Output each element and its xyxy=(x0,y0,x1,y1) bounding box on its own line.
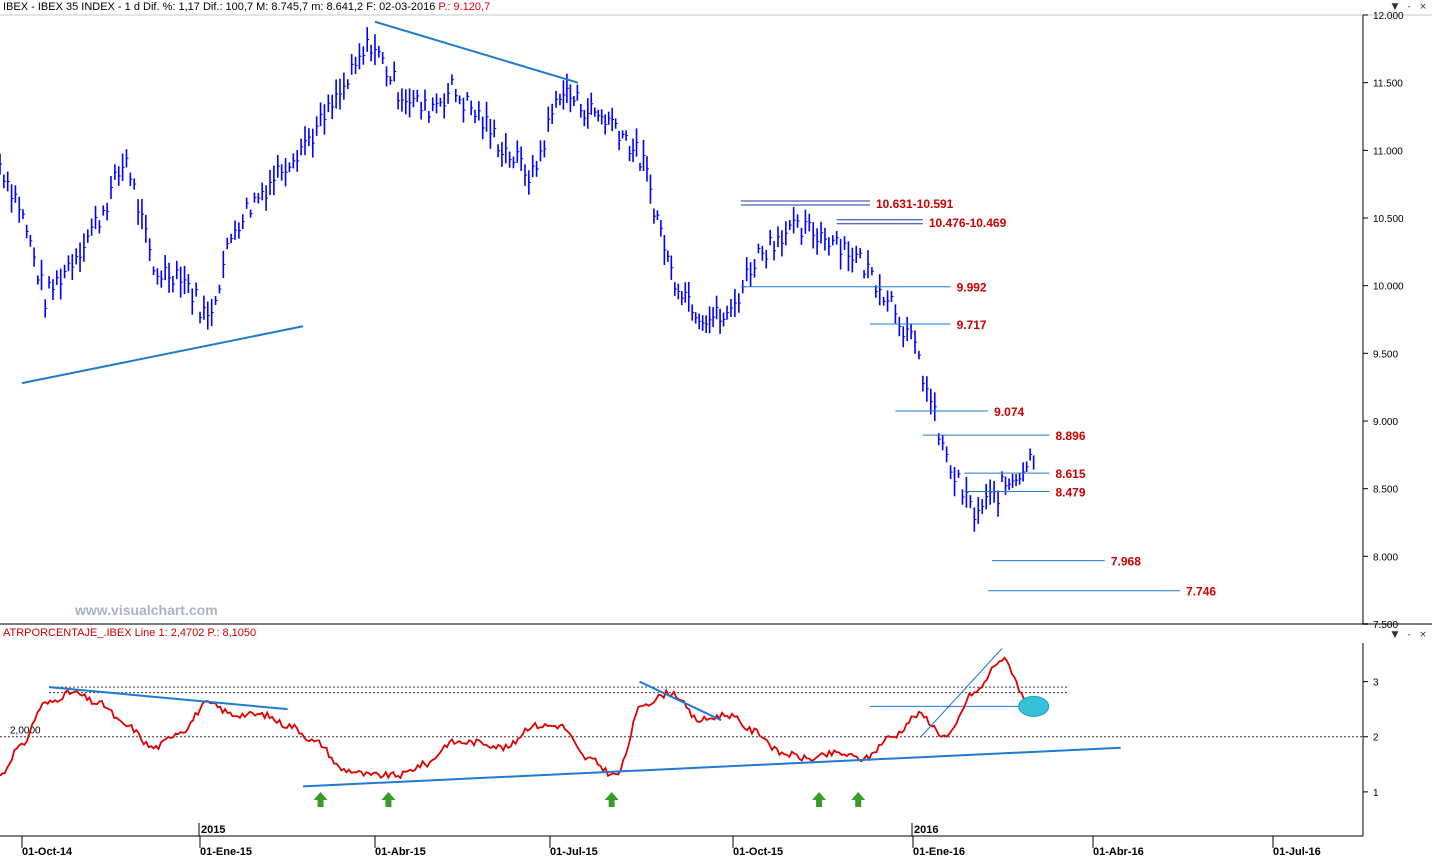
indicator-ref-label: 2,0000 xyxy=(10,726,41,737)
indicator-y-tick-label: 2 xyxy=(1373,733,1379,744)
year-label: 2015 xyxy=(201,824,225,836)
price-header-dif: Dif.: 100,7 xyxy=(202,1,254,13)
price-y-tick-label: 10.000 xyxy=(1373,282,1404,293)
price-header-date: F: 02-03-2016 xyxy=(366,1,436,13)
price-trendline xyxy=(374,20,579,84)
indicator-y-tick-label: 1 xyxy=(1373,788,1379,799)
x-tick-label: 01-Abr-15 xyxy=(375,846,426,857)
green-up-arrow-icon xyxy=(812,792,827,807)
indicator-panel-minimize-button[interactable]: - xyxy=(1407,630,1411,640)
price-trendline xyxy=(21,325,304,385)
price-header-min: m: 8.641,2 xyxy=(311,1,364,13)
x-tick-label: 01-Ene-16 xyxy=(913,846,965,857)
price-panel-menu-button[interactable]: ▼ xyxy=(1391,2,1399,12)
price-level-label: 7.968 xyxy=(1111,555,1141,569)
price-level-label: 9.992 xyxy=(957,281,987,295)
indicator-highlight xyxy=(1018,695,1050,717)
price-y-tick-label: 9.000 xyxy=(1373,417,1398,428)
indicator-header-line: Line 1: 2,4702 xyxy=(134,627,205,639)
year-label: 2016 xyxy=(914,824,938,836)
indicator-panel-menu-button[interactable]: ▼ xyxy=(1391,630,1399,640)
price-level-label: 7.746 xyxy=(1186,585,1216,599)
price-level-label: 9.717 xyxy=(957,318,987,332)
price-level-label: 8.896 xyxy=(1055,429,1085,443)
price-y-tick-label: 12.000 xyxy=(1373,11,1404,22)
price-level-label: 10.631-10.591 xyxy=(876,197,954,211)
price-header: IBEX - IBEX 35 INDEX - 1 d Dif. %: 1,17 … xyxy=(3,1,490,13)
indicator-trendline xyxy=(48,686,288,711)
price-header-symbol: IBEX - IBEX 35 INDEX - 1 d xyxy=(3,1,140,13)
green-up-arrow-icon xyxy=(381,792,396,807)
x-tick-label: 01-Oct-14 xyxy=(22,846,73,857)
green-up-arrow-icon xyxy=(313,792,328,807)
indicator-trendline xyxy=(920,648,1003,738)
price-panel-minimize-button[interactable]: - xyxy=(1407,2,1411,12)
indicator-header-p: P.: 8,1050 xyxy=(207,627,257,639)
price-y-tick-label: 8.500 xyxy=(1373,485,1398,496)
price-header-max: M: 8.745,7 xyxy=(256,1,309,13)
x-tick-label: 01-Jul-16 xyxy=(1273,846,1321,857)
indicator-panel-close-button[interactable]: × xyxy=(1419,630,1427,640)
watermark: www.visualchart.com xyxy=(75,602,218,618)
green-up-arrow-icon xyxy=(604,792,619,807)
price-y-tick-label: 11.000 xyxy=(1373,146,1403,157)
indicator-trendline xyxy=(639,680,722,722)
price-header-p: P.: 9.120,7 xyxy=(438,1,491,13)
x-tick-label: 01-Ene-15 xyxy=(200,846,252,857)
x-tick-label: 01-Jul-15 xyxy=(550,846,598,857)
price-level-label: 9.074 xyxy=(994,405,1024,419)
price-y-tick-label: 8.000 xyxy=(1373,552,1398,563)
price-level-label: 8.615 xyxy=(1055,467,1085,481)
price-y-tick-label: 11.500 xyxy=(1373,79,1403,90)
x-tick-label: 01-Abr-16 xyxy=(1093,846,1144,857)
price-y-tick-label: 7.500 xyxy=(1373,620,1398,631)
x-tick-label: 01-Oct-15 xyxy=(733,846,783,857)
indicator-trendline xyxy=(303,746,1121,788)
green-up-arrow-icon xyxy=(851,792,866,807)
indicator-header: ATRPORCENTAJE_.IBEX Line 1: 2,4702 P.: 8… xyxy=(3,627,256,639)
price-y-tick-label: 9.500 xyxy=(1373,349,1398,360)
price-panel-close-button[interactable]: × xyxy=(1419,2,1427,12)
price-level-label: 10.476-10.469 xyxy=(929,216,1007,230)
indicator-header-name: ATRPORCENTAJE_.IBEX xyxy=(3,627,132,639)
price-level-label: 8.479 xyxy=(1055,486,1085,500)
indicator-y-tick-label: 3 xyxy=(1373,678,1379,689)
price-header-dif-pct: Dif. %: 1,17 xyxy=(143,1,200,13)
price-y-tick-label: 10.500 xyxy=(1373,214,1404,225)
